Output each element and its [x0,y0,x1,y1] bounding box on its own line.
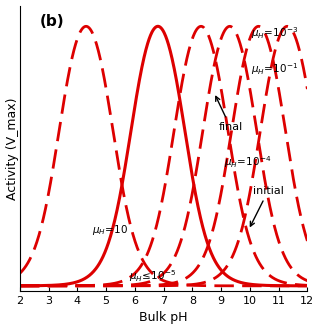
Text: initial: initial [250,186,284,226]
Text: $\mu_H\!=\!10^{-4}$: $\mu_H\!=\!10^{-4}$ [224,155,271,171]
Text: final: final [216,96,243,132]
Text: $\mu_H\!=\!10^{-1}$: $\mu_H\!=\!10^{-1}$ [251,61,299,77]
Text: $\mu_H\!=\!10$: $\mu_H\!=\!10$ [92,223,128,237]
Text: $\mu_H\!=\!10^{-3}$: $\mu_H\!=\!10^{-3}$ [251,25,299,41]
Text: (b): (b) [40,14,65,29]
Text: $\mu_H\!\leq\!10^{-5}$: $\mu_H\!\leq\!10^{-5}$ [129,268,176,284]
X-axis label: Bulk pH: Bulk pH [140,312,188,324]
Y-axis label: Activity (V_max): Activity (V_max) [5,97,19,200]
